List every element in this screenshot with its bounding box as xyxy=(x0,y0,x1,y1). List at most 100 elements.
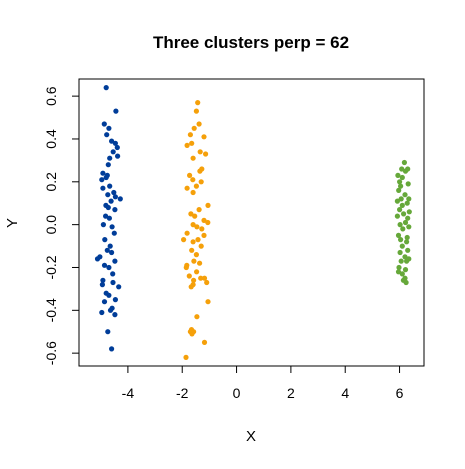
data-point xyxy=(104,132,110,138)
data-point xyxy=(100,277,106,283)
data-point xyxy=(99,282,105,288)
y-tick-label: 0.2 xyxy=(43,172,59,192)
data-point xyxy=(107,183,113,189)
data-point xyxy=(187,132,193,138)
data-point xyxy=(398,237,404,243)
data-point xyxy=(109,249,115,256)
data-point xyxy=(181,237,187,243)
data-point xyxy=(396,187,402,193)
data-point xyxy=(106,215,112,221)
data-point xyxy=(100,170,106,176)
data-point xyxy=(109,138,115,144)
data-point xyxy=(105,192,111,198)
data-point xyxy=(399,271,405,277)
data-point xyxy=(196,207,202,213)
data-point xyxy=(186,273,192,279)
data-point xyxy=(114,144,120,151)
data-point xyxy=(402,267,409,273)
data-point xyxy=(188,211,194,217)
data-point xyxy=(201,275,208,281)
data-point xyxy=(117,196,123,202)
data-point xyxy=(184,185,190,191)
y-axis: -0.6 -0.4 -0.2 0.0 0.2 0.4 0.6 xyxy=(43,86,80,365)
data-point xyxy=(398,258,404,264)
data-point xyxy=(397,179,403,185)
data-point xyxy=(403,279,409,286)
data-point xyxy=(106,264,112,271)
data-point xyxy=(110,149,116,155)
data-point xyxy=(183,354,189,360)
data-point xyxy=(396,264,402,271)
data-point xyxy=(105,204,111,211)
data-point xyxy=(395,269,402,275)
y-tick-label: 0.4 xyxy=(43,129,59,149)
data-point xyxy=(107,155,113,161)
data-point xyxy=(193,108,199,114)
data-point xyxy=(101,262,108,268)
data-point xyxy=(100,185,106,191)
data-point xyxy=(194,224,200,230)
data-point xyxy=(199,226,205,232)
data-point xyxy=(109,224,115,230)
data-point xyxy=(404,234,410,241)
data-point xyxy=(197,260,203,266)
data-point xyxy=(397,207,403,213)
data-point xyxy=(104,247,110,253)
data-point xyxy=(103,85,109,91)
data-point xyxy=(205,299,211,305)
data-point xyxy=(197,149,203,155)
data-point xyxy=(100,222,106,228)
data-point xyxy=(103,213,109,219)
data-point xyxy=(405,215,411,221)
x-axis-label: X xyxy=(246,428,256,445)
data-point xyxy=(189,331,195,337)
data-point xyxy=(397,222,403,228)
data-point xyxy=(195,100,201,106)
data-point xyxy=(190,177,196,183)
data-point xyxy=(101,121,107,127)
data-point xyxy=(404,200,410,206)
data-point xyxy=(112,312,118,318)
x-tick-label: -2 xyxy=(176,385,189,401)
data-point xyxy=(205,202,211,208)
x-tick-label: 0 xyxy=(233,385,241,401)
data-point xyxy=(405,181,411,187)
data-point xyxy=(406,224,412,230)
data-point xyxy=(399,174,405,181)
data-point xyxy=(108,198,114,204)
data-point xyxy=(404,258,410,264)
data-point xyxy=(111,230,117,236)
data-point xyxy=(197,168,203,174)
data-point xyxy=(402,219,409,226)
data-point xyxy=(99,177,105,183)
data-point xyxy=(112,258,118,264)
data-point xyxy=(402,254,408,260)
data-point xyxy=(112,140,118,146)
data-point xyxy=(190,239,196,245)
data-point xyxy=(201,232,207,238)
data-point xyxy=(203,151,209,157)
data-point xyxy=(398,196,404,202)
data-point xyxy=(399,166,405,172)
data-point xyxy=(397,249,403,256)
data-point xyxy=(188,284,194,290)
data-point xyxy=(102,237,108,243)
data-point xyxy=(190,222,196,228)
data-point xyxy=(115,153,121,159)
data-point xyxy=(401,211,407,217)
data-point xyxy=(190,189,196,196)
data-point xyxy=(395,232,402,238)
data-point xyxy=(184,230,190,236)
data-point xyxy=(184,142,190,148)
data-point xyxy=(198,275,204,281)
data-point xyxy=(112,207,118,213)
data-point xyxy=(94,256,101,262)
data-point xyxy=(101,299,108,305)
data-point xyxy=(201,134,207,140)
data-point xyxy=(205,219,211,226)
data-point xyxy=(190,155,196,161)
data-point xyxy=(405,247,411,253)
data-point xyxy=(201,339,208,345)
data-point xyxy=(191,277,197,283)
data-point xyxy=(400,226,406,232)
